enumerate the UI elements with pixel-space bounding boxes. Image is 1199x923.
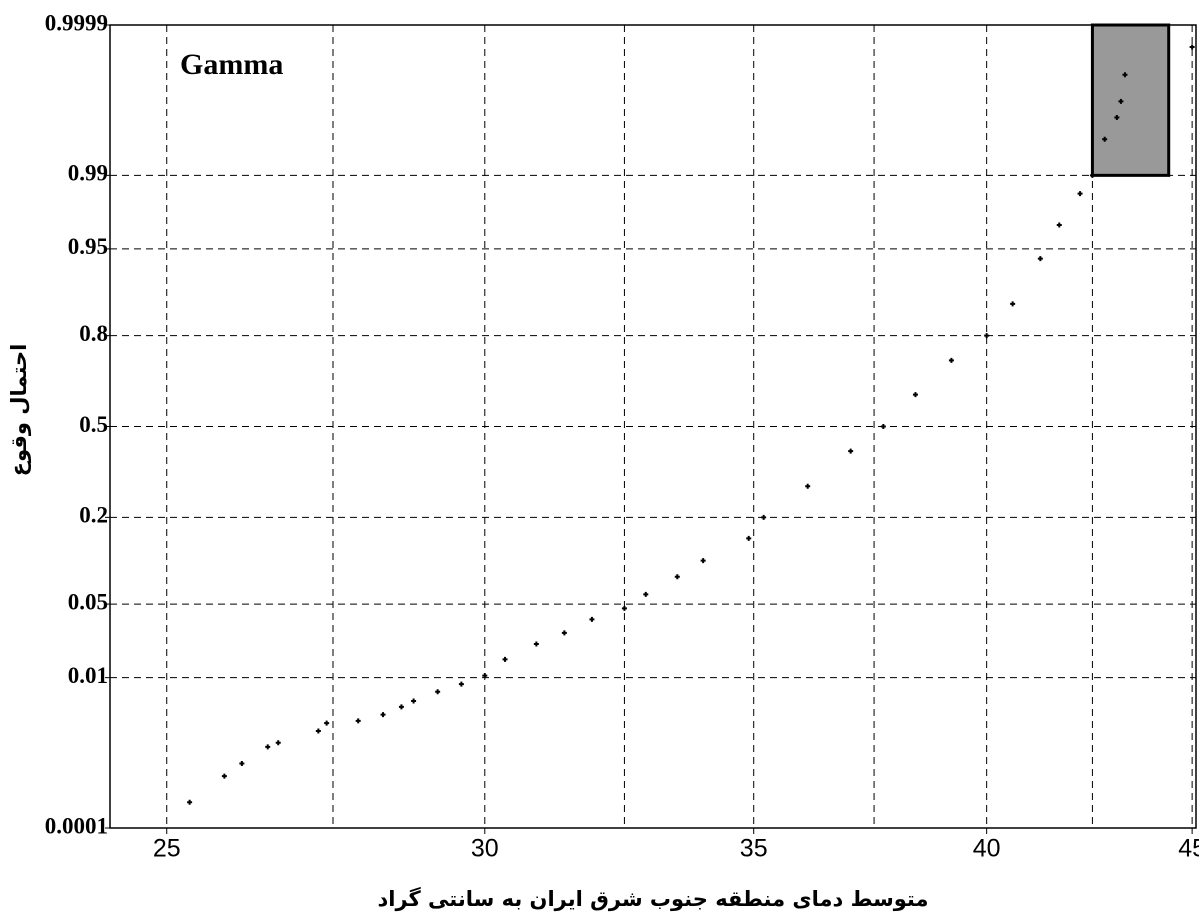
- data-point: [398, 704, 404, 710]
- data-point: [589, 616, 595, 622]
- data-point: [561, 630, 567, 636]
- data-point: [1189, 44, 1195, 50]
- data-point: [458, 681, 464, 687]
- plot-frame: [109, 24, 1197, 829]
- data-point: [1089, 172, 1095, 178]
- data-point: [984, 333, 990, 339]
- y-tick-label: 0.8: [79, 321, 108, 346]
- annotation: Gamma: [180, 48, 283, 81]
- data-point: [1114, 114, 1120, 120]
- data-point: [948, 357, 954, 363]
- y-axis-label: احتمال وقوع: [7, 344, 31, 477]
- data-point: [221, 773, 227, 779]
- y-tick-label: 0.95: [68, 234, 108, 259]
- data-point: [1010, 301, 1016, 307]
- data-point: [275, 740, 281, 746]
- data-point: [315, 728, 321, 734]
- data-point: [1037, 256, 1043, 262]
- data-point: [621, 605, 627, 611]
- data-point: [324, 720, 330, 726]
- data-point: [674, 574, 680, 580]
- data-point: [880, 424, 886, 429]
- data-point: [533, 641, 539, 647]
- data-point: [1102, 136, 1108, 142]
- data-point: [265, 744, 271, 750]
- data-point: [700, 558, 706, 564]
- data-point: [848, 448, 854, 454]
- x-tick-label: 45: [1178, 835, 1199, 863]
- y-tick-label: 0.5: [79, 412, 108, 437]
- data-point: [187, 799, 193, 805]
- data-point: [435, 689, 441, 695]
- data-point: [502, 656, 508, 662]
- y-tick-label: 0.99: [68, 161, 108, 186]
- data-point: [1077, 191, 1083, 197]
- data-point: [761, 514, 767, 520]
- data-point: [643, 591, 649, 597]
- y-tick-label: 0.2: [79, 503, 108, 528]
- x-tick-label: 30: [471, 835, 499, 863]
- x-tick-label: 25: [153, 835, 181, 863]
- data-point: [912, 392, 918, 398]
- data-point: [355, 718, 361, 724]
- x-axis-label: متوسط دمای منطقه جنوب شرق ایران به سانتی…: [377, 886, 928, 911]
- y-tick-label: 0.0001: [45, 813, 108, 838]
- data-point: [1056, 222, 1062, 228]
- x-tick-label: 40: [973, 835, 1001, 863]
- data-point: [1118, 98, 1124, 104]
- data-point: [380, 712, 386, 718]
- data-point: [1122, 72, 1128, 78]
- y-tick-label: 0.05: [68, 589, 108, 614]
- data-point: [746, 535, 752, 541]
- y-tick-label: 0.01: [68, 663, 108, 688]
- highlight-box: [1090, 23, 1171, 177]
- data-point: [411, 698, 417, 704]
- data-point: [239, 760, 245, 766]
- data-point: [805, 483, 811, 489]
- y-tick-label: 0.9999: [45, 10, 108, 35]
- x-tick-label: 35: [740, 835, 768, 863]
- data-point: [482, 673, 488, 679]
